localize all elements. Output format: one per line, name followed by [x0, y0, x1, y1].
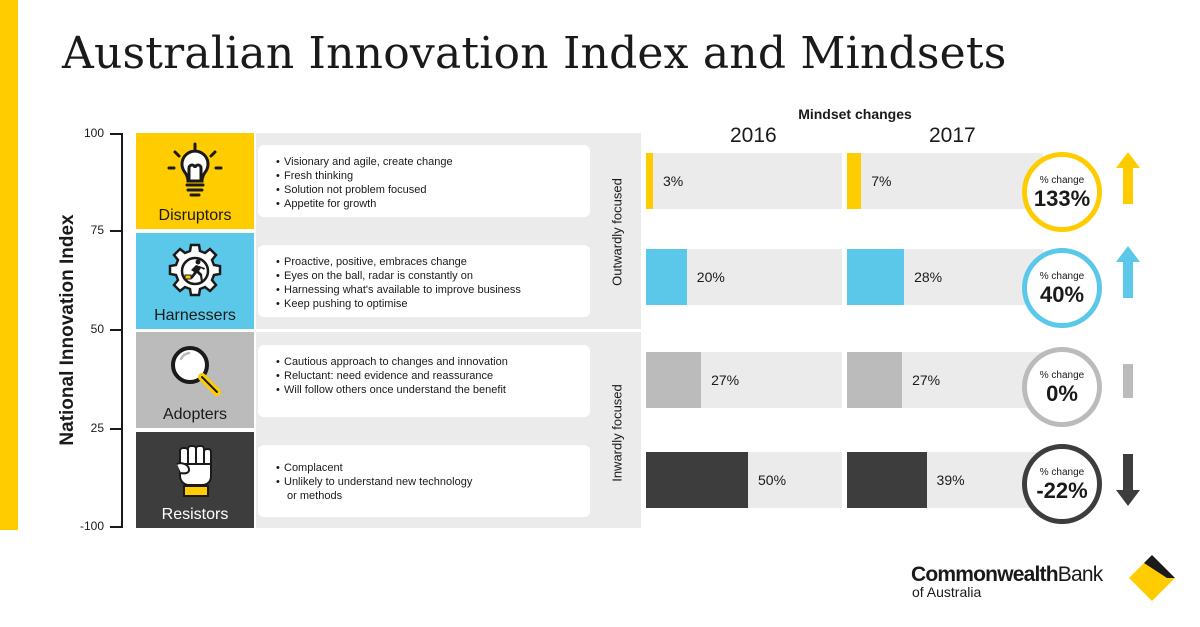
bar-track: 28% [847, 249, 1043, 305]
outwardly-focused-label: Outwardly focused [609, 178, 625, 286]
change-value: 0% [1046, 381, 1078, 406]
bar-value-label: 7% [871, 173, 892, 189]
bar-disruptors-2016 [646, 153, 653, 209]
y-tick [110, 428, 122, 430]
commonwealth-bank-logo: CommonwealthBank of Australia [911, 555, 1181, 607]
bar-disruptors-2017 [847, 153, 862, 209]
segment-name: Resistors [161, 506, 229, 523]
trait-item: Complacent [276, 461, 580, 475]
y-tick [110, 230, 122, 232]
arrow-down-icon [1116, 454, 1140, 506]
mindset-changes-heading: Mindset changes [798, 106, 912, 122]
y-tick [110, 526, 122, 528]
bar-track: 50% [646, 452, 842, 508]
trait-item: Keep pushing to optimise [276, 297, 580, 311]
bar-value-label: 28% [914, 269, 943, 285]
bar-value-label: 27% [912, 372, 941, 388]
bar-track: 20% [646, 249, 842, 305]
bar-track: 3% [646, 153, 842, 209]
gear-runner-icon [168, 243, 222, 297]
lightbulb-icon [167, 142, 223, 197]
raised-fist-icon [176, 445, 212, 497]
segment-tile-harnessers: Harnessers [136, 233, 254, 329]
bar-value-label: 27% [711, 372, 740, 388]
y-tick-label: 25 [90, 421, 104, 435]
bar-track: 7% [847, 153, 1043, 209]
y-tick [110, 133, 122, 135]
y-tick [110, 329, 122, 331]
trait-item: Cautious approach to changes and innovat… [276, 355, 580, 369]
segment-description-resistors: Complacent Unlikely to understand new te… [258, 445, 590, 517]
trait-item: Fresh thinking [276, 169, 580, 183]
diamond-logo-icon [1129, 555, 1175, 601]
page-title: Australian Innovation Index and Mindsets [62, 28, 1007, 79]
y-axis-line [121, 133, 123, 528]
bar-resistors-2016 [646, 452, 748, 508]
trait-item: Reluctant: need evidence and reassurance [276, 369, 580, 383]
inwardly-focused-label: Inwardly focused [609, 384, 625, 482]
year-label-2017: 2017 [929, 124, 976, 147]
trait-item: Unlikely to understand new technology or… [276, 475, 580, 503]
logo-wordmark-regular: Bank [1057, 563, 1103, 586]
bar-track: 27% [646, 352, 842, 408]
y-tick-label: 100 [83, 126, 104, 140]
bar-adopters-2017 [847, 352, 903, 408]
trait-item: Will follow others once understand the b… [276, 383, 580, 397]
bar-value-label: 50% [758, 472, 787, 488]
segment-description-disruptors: Visionary and agile, create change Fresh… [258, 145, 590, 217]
year-label-2016: 2016 [730, 124, 777, 147]
change-circle: % change -22% [1022, 444, 1102, 524]
change-caption: % change [1039, 271, 1085, 282]
trait-item: Solution not problem focused [276, 183, 580, 197]
trait-item: Appetite for growth [276, 197, 580, 211]
trait-item: Eyes on the ball, radar is constantly on [276, 269, 580, 283]
trait-item: Harnessing what's available to improve b… [276, 283, 580, 297]
change-caption: % change [1039, 467, 1085, 478]
arrow-up-icon [1116, 246, 1140, 298]
segment-tile-disruptors: Disruptors [136, 133, 254, 229]
bar-harnessers-2017 [847, 249, 905, 305]
bar-adopters-2016 [646, 352, 702, 408]
change-circle: % change 0% [1022, 347, 1102, 427]
y-tick-label: 50 [90, 322, 104, 336]
y-tick-label: 75 [90, 223, 104, 237]
change-circle: % change 40% [1022, 248, 1102, 328]
trait-item: Proactive, positive, embraces change [276, 255, 580, 269]
y-tick-label: -100 [79, 519, 104, 533]
segment-description-adopters: Cautious approach to changes and innovat… [258, 345, 590, 417]
trait-item: Visionary and agile, create change [276, 155, 580, 169]
change-circle: % change 133% [1022, 152, 1102, 232]
arrow-up-icon [1116, 152, 1140, 204]
bar-track: 27% [847, 352, 1043, 408]
no-change-bar-icon [1123, 364, 1133, 398]
bar-track: 39% [847, 452, 1043, 508]
segment-tile-adopters: Adopters [136, 332, 254, 428]
change-value: 40% [1039, 282, 1085, 307]
change-value: 133% [1033, 186, 1091, 211]
bar-harnessers-2016 [646, 249, 687, 305]
logo-subtitle: of Australia [912, 584, 982, 600]
change-value: -22% [1036, 478, 1088, 503]
magnifier-icon [171, 346, 221, 396]
segment-description-harnessers: Proactive, positive, embraces change Eye… [258, 245, 590, 317]
bar-resistors-2017 [847, 452, 927, 508]
segment-tile-resistors: Resistors [136, 432, 254, 528]
segment-name: Disruptors [158, 207, 232, 224]
change-caption: % change [1039, 370, 1085, 381]
bar-value-label: 39% [936, 472, 965, 488]
logo-wordmark: CommonwealthBank [911, 563, 1103, 587]
change-caption: % change [1039, 175, 1085, 186]
segment-name: Harnessers [154, 307, 236, 324]
segment-name: Adopters [162, 406, 228, 423]
logo-wordmark-bold: Commonwealth [911, 563, 1059, 586]
accent-bar [0, 0, 18, 530]
bar-value-label: 20% [696, 269, 725, 285]
bar-value-label: 3% [663, 173, 684, 189]
